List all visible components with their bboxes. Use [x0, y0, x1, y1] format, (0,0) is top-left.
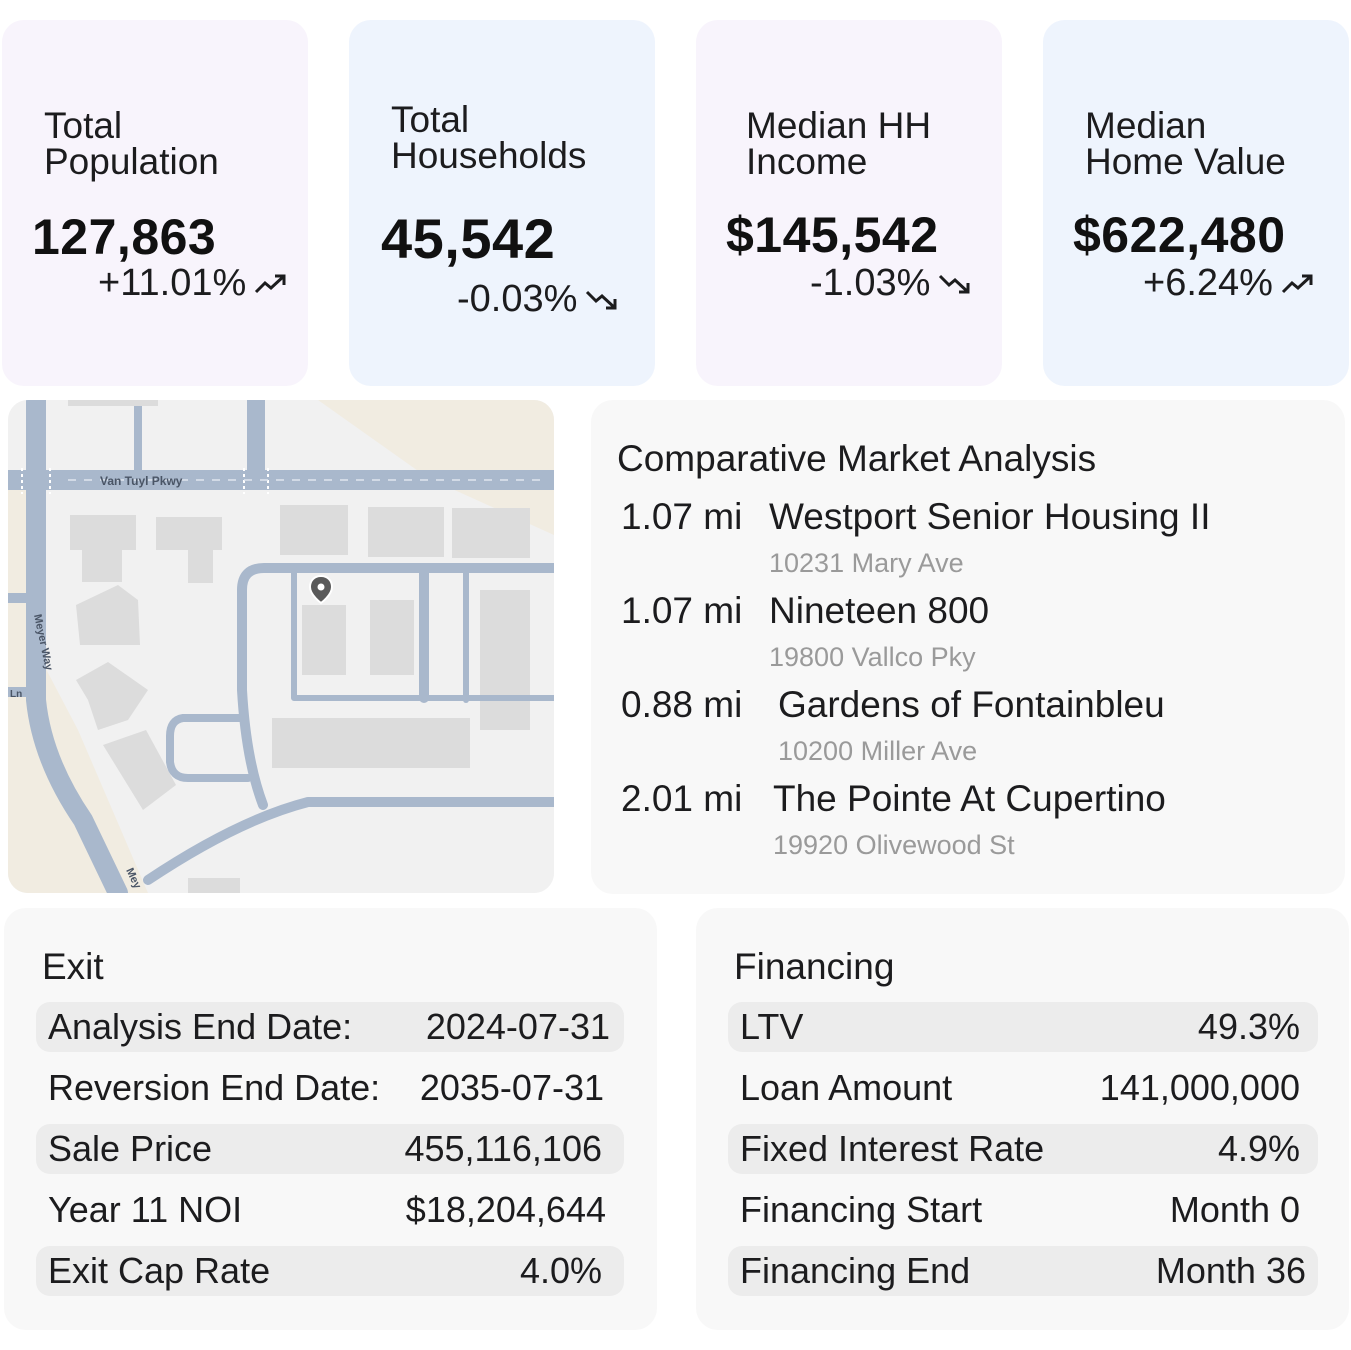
trend-down-icon: [586, 290, 617, 309]
row-value: 49.3%: [1197, 1006, 1300, 1047]
row-value: $18,204,644: [405, 1189, 606, 1230]
cma-name: Nineteen 800: [769, 590, 990, 631]
street-label-ln: Ln: [10, 689, 22, 700]
stat-label: Median Home Value: [1085, 105, 1286, 182]
cma-distance: 2.01 mi: [621, 778, 743, 819]
stat-card-total-population: Total Population 127,863 +11.01%: [2, 20, 308, 386]
row-value: Month 0: [1169, 1189, 1300, 1230]
stat-delta-text: +11.01%: [98, 262, 247, 304]
exit-title: Exit: [42, 946, 104, 987]
row-label: Analysis End Date:: [48, 1006, 353, 1047]
cma-title: Comparative Market Analysis: [617, 438, 1097, 479]
stat-delta: +11.01%: [98, 262, 288, 305]
trend-up-icon: [1281, 274, 1313, 293]
cma-address: 10200 Miller Ave: [778, 736, 978, 766]
stat-card-median-hh-income: Median HH Income $145,542 -1.03%: [696, 20, 1002, 386]
exit-card: Exit Analysis End Date: 2024-07-31 Rever…: [4, 908, 657, 1330]
stat-delta: -0.03%: [457, 278, 619, 321]
row-value: 141,000,000: [1099, 1067, 1300, 1108]
stat-delta: -1.03%: [810, 262, 972, 305]
exit-row-reversion-end-date: Reversion End Date: 2035-07-31: [36, 1063, 624, 1113]
map-pin-icon[interactable]: [308, 574, 334, 605]
stat-delta-text: -1.03%: [810, 262, 931, 304]
cma-name: Westport Senior Housing II: [769, 496, 1211, 537]
stat-value: $145,542: [726, 207, 939, 263]
financing-row-ltv: LTV 49.3%: [728, 1002, 1318, 1052]
stat-value: 45,542: [381, 207, 556, 270]
stat-card-median-home-value: Median Home Value $622,480 +6.24%: [1043, 20, 1349, 386]
trend-up-icon: [255, 274, 286, 293]
stat-delta-text: -0.03%: [457, 278, 578, 320]
map-land-area: [36, 650, 148, 893]
row-label: Loan Amount: [740, 1067, 953, 1108]
financing-card: Financing LTV 49.3% Loan Amount 141,000,…: [696, 908, 1349, 1330]
map-buildings: [70, 505, 530, 893]
row-label: Sale Price: [48, 1128, 213, 1169]
cma-address: 10231 Mary Ave: [769, 548, 964, 578]
row-value: Month 36: [1155, 1250, 1306, 1291]
row-label: Financing End: [740, 1250, 971, 1291]
financing-row-loan-amount: Loan Amount 141,000,000: [728, 1063, 1318, 1113]
row-label: Exit Cap Rate: [48, 1250, 271, 1291]
row-label: Fixed Interest Rate: [740, 1128, 1045, 1169]
cma-distance: 1.07 mi: [621, 496, 743, 537]
map-crosswalks: [21, 468, 269, 494]
trend-down-icon: [939, 274, 970, 293]
stat-delta-text: +6.24%: [1143, 262, 1273, 304]
financing-title: Financing: [734, 946, 895, 987]
row-value: 4.0%: [519, 1250, 602, 1291]
cma-name: Gardens of Fontainbleu: [778, 684, 1165, 725]
row-value: 2035-07-31: [419, 1067, 604, 1108]
stat-label: Total Households: [391, 99, 587, 176]
row-label: Year 11 NOI: [48, 1189, 243, 1230]
cma-name: The Pointe At Cupertino: [773, 778, 1166, 819]
stat-label: Median HH Income: [746, 105, 932, 182]
exit-row-exit-cap-rate: Exit Cap Rate 4.0%: [36, 1246, 624, 1296]
row-value: 455,116,106: [404, 1128, 602, 1169]
row-value: 4.9%: [1217, 1128, 1300, 1169]
stat-card-total-households: Total Households 45,542 -0.03%: [349, 20, 655, 386]
financing-row-fixed-interest-rate: Fixed Interest Rate 4.9%: [728, 1124, 1318, 1174]
cma-distance: 0.88 mi: [621, 684, 743, 725]
stat-value: $622,480: [1073, 207, 1286, 263]
street-label-van-tuyl: Van Tuyl Pkwy: [100, 474, 183, 488]
property-map[interactable]: Van Tuyl Pkwy Meyer Way Ln Mey: [8, 400, 554, 893]
financing-row-financing-start: Financing Start Month 0: [728, 1185, 1318, 1235]
cma-distance: 1.07 mi: [621, 590, 743, 631]
row-label: LTV: [740, 1006, 804, 1047]
map-canvas[interactable]: Van Tuyl Pkwy Meyer Way Ln Mey: [8, 400, 554, 893]
row-label: Reversion End Date:: [48, 1067, 381, 1108]
exit-row-year-11-noi: Year 11 NOI $18,204,644: [36, 1185, 624, 1235]
stat-value: 127,863: [32, 209, 217, 265]
map-land-area: [318, 400, 554, 535]
stat-label: Total Population: [44, 105, 219, 182]
financing-row-financing-end: Financing End Month 36: [728, 1246, 1318, 1296]
cma-address: 19800 Vallco Pky: [769, 642, 976, 672]
stat-delta: +6.24%: [1143, 262, 1315, 305]
row-value: 2024-07-31: [425, 1006, 610, 1047]
cma-address: 19920 Olivewood St: [773, 830, 1015, 860]
exit-row-sale-price: Sale Price 455,116,106: [36, 1124, 624, 1174]
row-label: Financing Start: [740, 1189, 983, 1230]
exit-row-analysis-end-date: Analysis End Date: 2024-07-31: [36, 1002, 624, 1052]
comparative-market-analysis-card: Comparative Market Analysis 1.07 mi West…: [591, 400, 1345, 894]
